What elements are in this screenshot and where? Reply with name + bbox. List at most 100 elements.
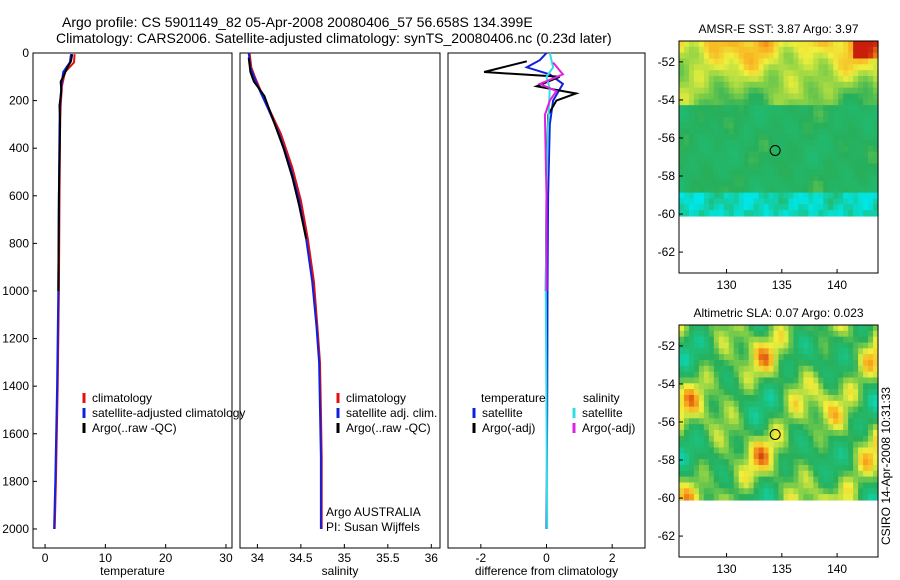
heatmap-cell [813,128,819,135]
heatmap-cell [793,87,799,95]
heatmap-cell [738,169,745,176]
heatmap-cell [773,365,780,373]
heatmap-cell [808,424,814,431]
heatmap-cell [743,359,750,367]
heatmap-cell [868,52,874,60]
heatmap-cell [863,52,869,60]
y-tick-label: 1400 [2,379,29,393]
heatmap-cell [813,70,819,77]
heatmap-cell [808,348,814,355]
heatmap-cell [748,105,755,112]
heatmap-cell [818,371,824,379]
heatmap-cell [783,128,790,135]
heatmap-cell [763,453,770,460]
heatmap-cell [688,441,695,449]
heatmap-cell [703,186,710,194]
heatmap-cell [813,58,819,65]
heatmap-cell [793,342,799,349]
heatmap-cell [778,488,785,495]
heatmap-cell [858,134,864,141]
heatmap-cell [693,75,700,83]
heatmap-cell [858,354,864,361]
heatmap-cell [763,424,770,431]
heatmap-cell [873,447,879,454]
heatmap-cell [773,348,780,355]
heatmap-cell [688,169,695,176]
heatmap-cell [848,488,854,495]
heatmap-cell [679,175,685,182]
heatmap-cell [868,488,874,495]
heatmap-cell [698,175,705,182]
heatmap-cell [713,105,720,112]
heatmap-cell [828,204,834,211]
heatmap-cell [788,204,795,211]
heatmap-cell [718,41,725,48]
heatmap-cell [703,198,710,205]
heatmap-cell [688,325,695,332]
heatmap-cell [768,464,775,472]
heatmap-cell [753,186,760,194]
heatmap-cell [828,441,834,449]
heatmap-cell [853,453,859,460]
heatmap-cell [868,377,874,384]
heatmap-cell [868,87,874,95]
heatmap-cell [873,400,879,408]
heatmap-cell [828,210,834,217]
heatmap-cell [679,180,685,188]
heatmap-cell [693,116,700,124]
heatmap-cell [813,418,819,425]
heatmap-cell [713,348,720,355]
heatmap-cell [728,406,735,414]
heatmap-cell [713,342,720,349]
heatmap-cell [723,58,730,65]
heatmap-cell [793,441,799,449]
heatmap-cell [858,441,864,449]
heatmap-cell [743,58,750,65]
heatmap-cell [713,64,720,71]
heatmap-cell [828,58,834,65]
heatmap-cell [703,58,710,65]
heatmap-cell [758,140,765,147]
heatmap-cell [783,459,790,466]
heatmap-cell [813,389,819,396]
heatmap-cell [843,441,849,449]
heatmap-cell [688,93,695,100]
heatmap-cell [773,488,780,495]
heatmap-cell [728,204,735,211]
heatmap-cell [679,412,685,419]
heatmap-cell [863,122,869,130]
heatmap-cell [848,377,854,384]
heatmap-cell [818,145,824,153]
heatmap-cell [718,58,725,65]
heatmap-cell [793,424,799,431]
heatmap-cell [728,151,735,159]
heatmap-cell [873,64,879,71]
heatmap-cell [838,365,844,373]
heatmap-cell [768,151,775,159]
heatmap-cell [763,122,770,130]
heatmap-cell [833,116,839,124]
heatmap-cell [833,354,839,361]
heatmap-cell [803,198,809,205]
y-tick-label: -58 [658,169,676,183]
heatmap-cell [783,383,790,390]
heatmap-cell [853,41,859,48]
heatmap-cell [768,58,775,65]
heatmap-cell [828,70,834,77]
heatmap-cell [833,105,839,112]
heatmap-cell [788,418,795,425]
heatmap-cell [853,377,859,384]
heatmap-cell [723,394,730,402]
heatmap-cell [833,494,839,501]
heatmap-cell [758,429,765,437]
heatmap-cell [738,180,745,188]
heatmap-cell [748,145,755,153]
heatmap-cell [733,134,740,141]
heatmap-cell [748,122,755,130]
heatmap-cell [748,342,755,349]
heatmap-cell [833,122,839,130]
heatmap-cell [708,204,715,211]
heatmap-cell [703,459,710,466]
heatmap-cell [848,87,854,95]
heatmap-cell [843,87,849,95]
